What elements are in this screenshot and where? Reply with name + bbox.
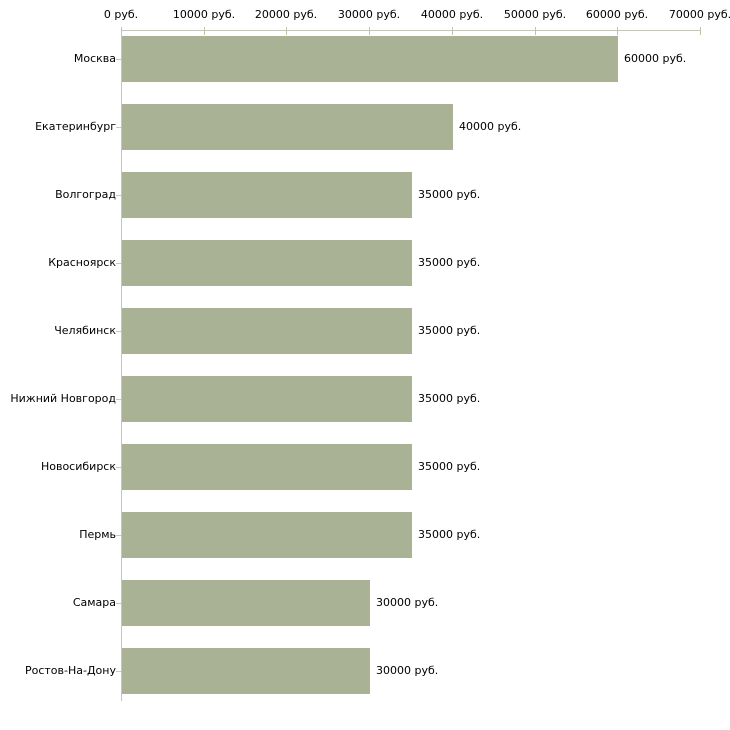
category-tick-mark <box>116 127 121 128</box>
bar-value-label: 30000 руб. <box>376 664 439 677</box>
y-axis-line <box>121 30 122 701</box>
bar <box>122 444 412 490</box>
category-tick-mark <box>116 467 121 468</box>
category-tick-mark <box>116 59 121 60</box>
category-label: Екатеринбург <box>35 120 116 133</box>
x-axis-tick-label: 40000 руб. <box>420 8 484 21</box>
x-axis-tick-mark <box>286 27 287 35</box>
bar-value-label: 35000 руб. <box>418 528 481 541</box>
category-label: Москва <box>73 52 116 65</box>
category-label: Ростов-На-Дону <box>24 664 116 677</box>
category-tick-mark <box>116 603 121 604</box>
category-tick-mark <box>116 671 121 672</box>
bar-value-label: 35000 руб. <box>418 392 481 405</box>
x-axis-tick-mark <box>121 27 122 35</box>
bar-value-label: 60000 руб. <box>624 52 687 65</box>
x-axis-tick-mark <box>700 27 701 35</box>
category-label: Нижний Новгород <box>10 392 116 405</box>
x-axis-tick-mark <box>369 27 370 35</box>
category-tick-mark <box>116 195 121 196</box>
x-axis-tick-mark <box>452 27 453 35</box>
bar <box>122 36 618 82</box>
x-axis-tick-label: 60000 руб. <box>585 8 649 21</box>
bar-value-label: 40000 руб. <box>459 120 522 133</box>
category-tick-mark <box>116 535 121 536</box>
x-axis-line <box>121 30 701 31</box>
bar <box>122 172 412 218</box>
category-label: Красноярск <box>48 256 116 269</box>
bar <box>122 648 370 694</box>
x-axis-tick-label: 0 руб. <box>103 8 139 21</box>
x-axis-tick-mark <box>204 27 205 35</box>
bar-value-label: 35000 руб. <box>418 188 481 201</box>
category-label: Новосибирск <box>40 460 116 473</box>
bar-value-label: 35000 руб. <box>418 324 481 337</box>
category-tick-mark <box>116 331 121 332</box>
category-tick-mark <box>116 263 121 264</box>
x-axis-tick-label: 10000 руб. <box>172 8 236 21</box>
category-label: Волгоград <box>55 188 116 201</box>
category-label: Самара <box>72 596 116 609</box>
bar <box>122 308 412 354</box>
bar <box>122 376 412 422</box>
x-axis-tick-label: 20000 руб. <box>254 8 318 21</box>
bar-value-label: 35000 руб. <box>418 256 481 269</box>
x-axis-tick-mark <box>535 27 536 35</box>
bar-value-label: 35000 руб. <box>418 460 481 473</box>
x-axis-tick-label: 30000 руб. <box>337 8 401 21</box>
bar-value-label: 30000 руб. <box>376 596 439 609</box>
x-axis-tick-mark <box>617 27 618 35</box>
category-label: Пермь <box>79 528 116 541</box>
category-tick-mark <box>116 399 121 400</box>
bar <box>122 512 412 558</box>
category-label: Челябинск <box>54 324 116 337</box>
bar <box>122 104 453 150</box>
bar <box>122 240 412 286</box>
bar <box>122 580 370 626</box>
x-axis-tick-label: 50000 руб. <box>503 8 567 21</box>
x-axis-tick-label: 70000 руб. <box>668 8 730 21</box>
